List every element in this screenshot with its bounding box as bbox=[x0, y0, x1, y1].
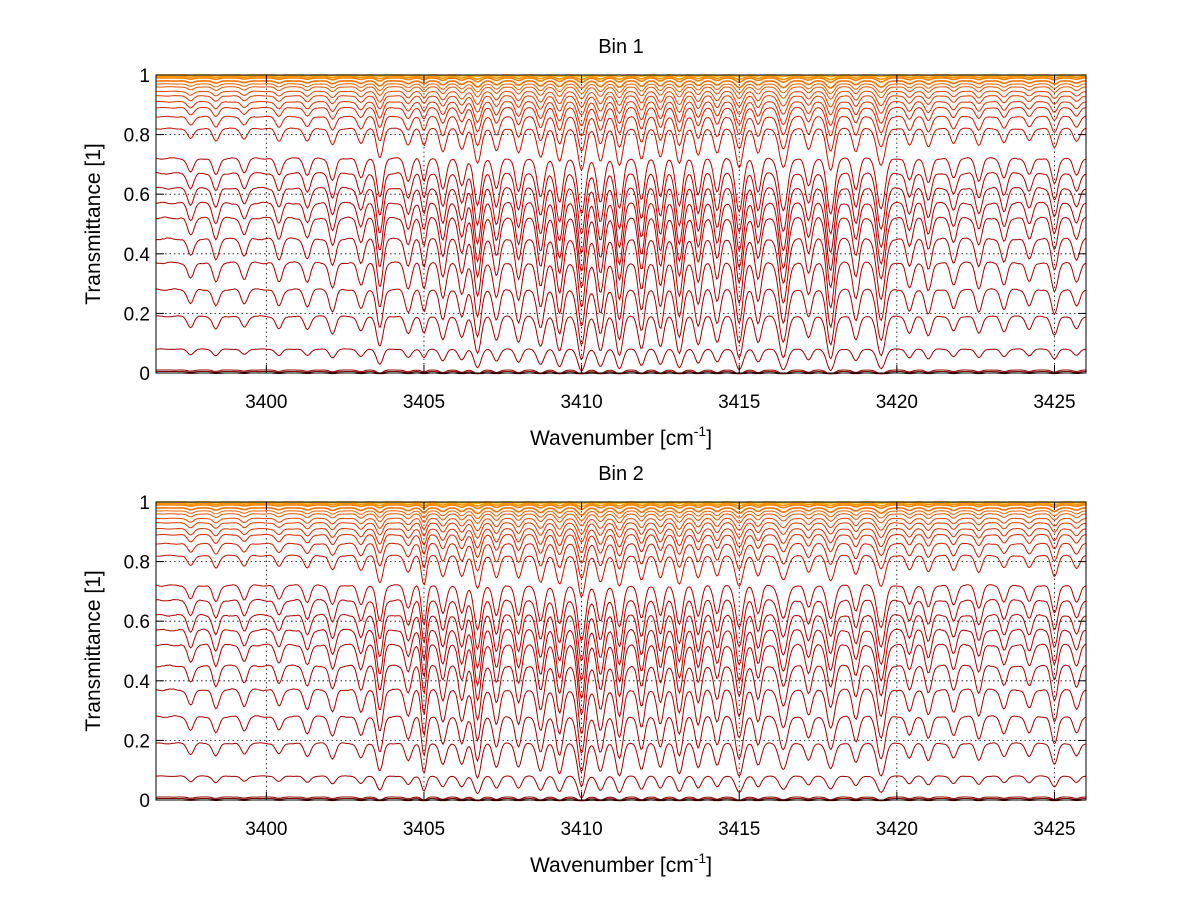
y-tick-label: 0.4 bbox=[124, 245, 151, 266]
series-line bbox=[155, 288, 1087, 347]
x-tick-label: 3420 bbox=[876, 392, 918, 413]
axes-frame bbox=[155, 501, 1087, 801]
y-tick-label: 0 bbox=[139, 791, 150, 812]
series-line bbox=[155, 261, 1087, 329]
series-line bbox=[155, 628, 1087, 700]
series-line bbox=[155, 643, 1087, 715]
series-line bbox=[155, 522, 1087, 543]
x-tick-label: 3415 bbox=[718, 819, 760, 840]
x-tick-label: 3425 bbox=[1033, 392, 1075, 413]
x-tick-label: 3400 bbox=[245, 819, 287, 840]
series-line bbox=[156, 507, 1087, 516]
series-line bbox=[155, 613, 1087, 682]
series-line bbox=[155, 504, 1086, 511]
series-line bbox=[156, 115, 1087, 153]
y-tick-label: 0.2 bbox=[124, 304, 150, 325]
x-axis-label: Wavenumber [cm-1] bbox=[530, 423, 712, 450]
series-line bbox=[155, 86, 1087, 100]
series-line bbox=[155, 533, 1087, 564]
series-line bbox=[155, 584, 1087, 642]
series-line bbox=[155, 502, 1087, 508]
series-line bbox=[155, 598, 1087, 662]
y-axis-label: Transmittance [1] bbox=[82, 570, 105, 731]
series-line bbox=[155, 517, 1087, 535]
series-line bbox=[155, 775, 1087, 799]
series-line bbox=[155, 95, 1086, 116]
series-line bbox=[155, 216, 1087, 289]
series-line bbox=[156, 201, 1087, 272]
x-tick-label: 3400 bbox=[245, 392, 287, 413]
y-tick-label: 0.8 bbox=[124, 126, 150, 147]
y-tick-label: 0.6 bbox=[124, 185, 150, 206]
y-tick-label: 1 bbox=[139, 493, 150, 514]
series-line bbox=[155, 127, 1087, 172]
series-line bbox=[156, 315, 1087, 361]
series-line bbox=[155, 75, 1087, 81]
x-tick-label: 3425 bbox=[1033, 819, 1075, 840]
x-tick-label: 3415 bbox=[718, 392, 760, 413]
x-axis-label: Wavenumber [cm-1] bbox=[530, 850, 712, 877]
x-tick-label: 3405 bbox=[403, 392, 445, 413]
y-tick-label: 1 bbox=[139, 66, 150, 87]
series-line bbox=[156, 513, 1087, 527]
series-line bbox=[156, 100, 1086, 127]
series-line bbox=[155, 369, 1086, 375]
y-tick-label: 0 bbox=[139, 364, 150, 385]
series-line bbox=[156, 715, 1087, 773]
x-tick-label: 3410 bbox=[560, 392, 602, 413]
x-tick-label: 3420 bbox=[876, 819, 918, 840]
x-tick-label: 3405 bbox=[403, 819, 445, 840]
y-tick-label: 0.2 bbox=[124, 731, 150, 752]
subplot-bin-1: Bin 1 Wavenumber [cm-1] Transmittance [1… bbox=[82, 36, 1087, 450]
subplot-bin-2: Bin 2 Wavenumber [cm-1] Transmittance [1… bbox=[82, 463, 1087, 877]
series-line bbox=[156, 171, 1087, 236]
series-line bbox=[155, 527, 1086, 554]
series-line bbox=[155, 83, 1087, 95]
series-line bbox=[155, 554, 1087, 598]
y-axis-label: Transmittance [1] bbox=[82, 143, 105, 304]
chart-title: Bin 1 bbox=[598, 36, 644, 58]
series-line bbox=[155, 157, 1087, 216]
series-line bbox=[155, 186, 1087, 255]
y-tick-label: 0.4 bbox=[124, 672, 151, 693]
series-line bbox=[156, 80, 1087, 89]
series-line bbox=[155, 742, 1087, 788]
x-tick-label: 3410 bbox=[560, 819, 602, 840]
series-line bbox=[155, 688, 1087, 754]
series-line bbox=[155, 510, 1087, 522]
series-line bbox=[156, 106, 1087, 137]
series-line bbox=[155, 77, 1086, 84]
y-tick-label: 0.8 bbox=[124, 553, 150, 574]
series-line bbox=[155, 237, 1087, 310]
series-line bbox=[156, 348, 1086, 372]
y-tick-label: 0.6 bbox=[124, 612, 150, 633]
chart-title: Bin 2 bbox=[598, 463, 644, 485]
series-line bbox=[155, 542, 1087, 579]
series-line bbox=[155, 664, 1087, 735]
series-line bbox=[155, 90, 1087, 108]
axes-frame bbox=[155, 74, 1087, 374]
